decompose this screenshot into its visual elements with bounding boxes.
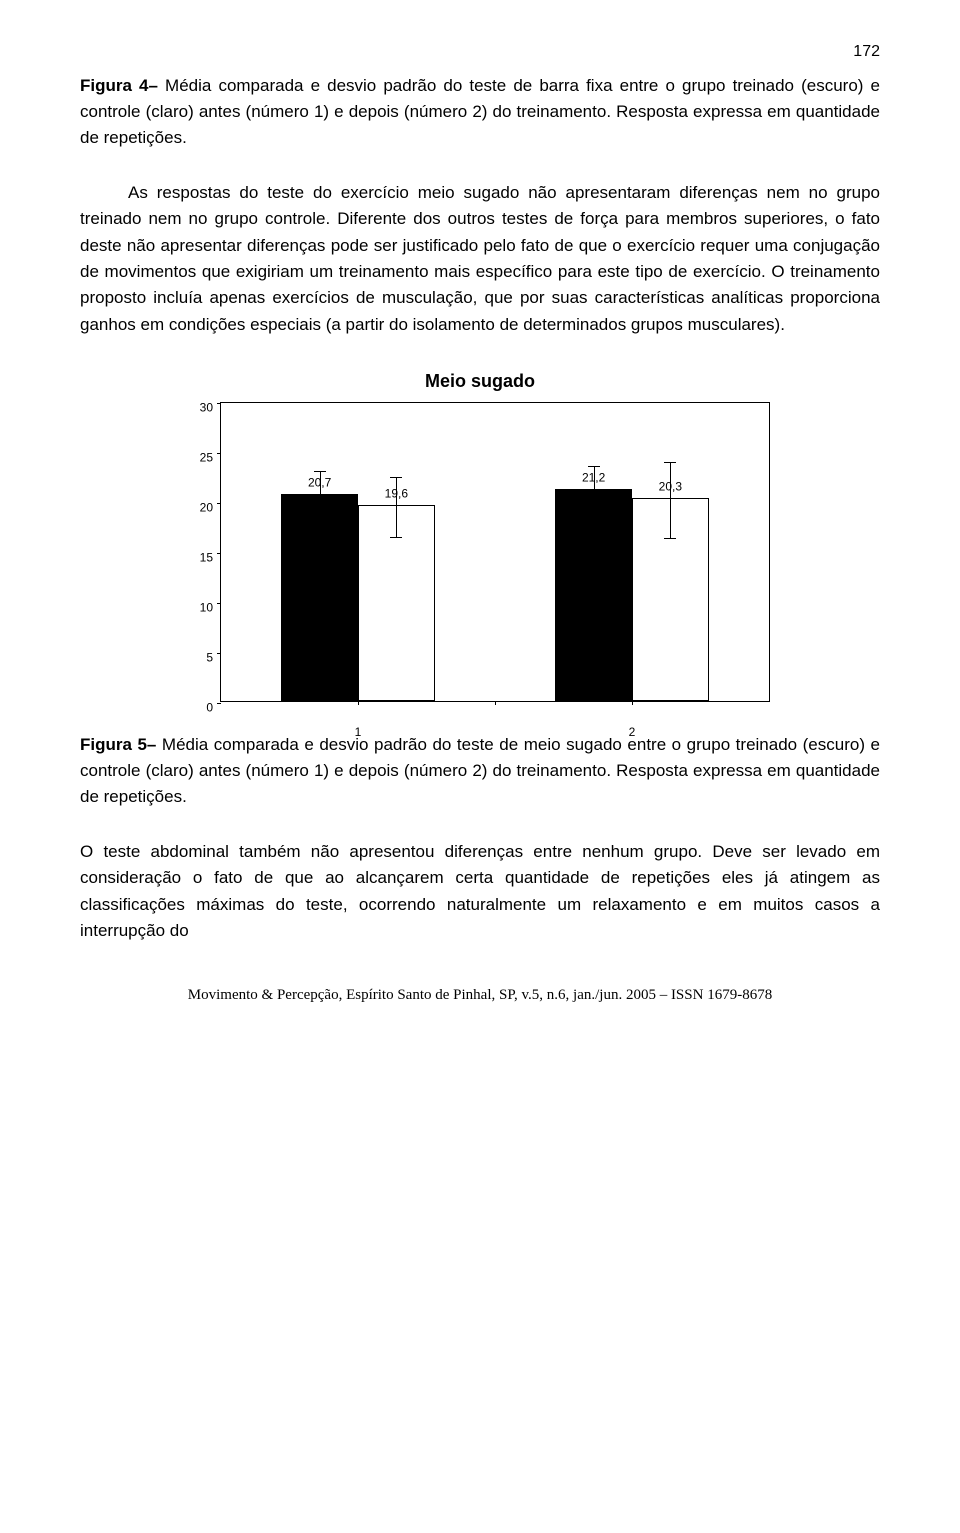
chart-value-label: 21,2 — [582, 468, 605, 487]
chart-y-tick-mark — [217, 703, 221, 704]
chart-title: Meio sugado — [180, 368, 780, 396]
chart-y-tick-mark — [217, 453, 221, 454]
chart-x-tick-mark — [358, 701, 359, 705]
chart-y-tick-label: 30 — [200, 398, 213, 417]
chart-y-tick-label: 0 — [206, 698, 213, 717]
chart-error-cap — [390, 537, 402, 538]
chart-plot-area: 051015202530 12 20,719,621,220,3 — [220, 402, 770, 702]
chart-x-label: 2 — [629, 723, 636, 742]
chart-y-tick-mark — [217, 603, 221, 604]
chart-x-label: 1 — [355, 723, 362, 742]
chart-y-tick-label: 15 — [200, 548, 213, 567]
chart-error-cap — [314, 521, 326, 522]
chart-error-cap — [588, 466, 600, 467]
chart-value-label: 20,7 — [308, 473, 331, 492]
chart-y-tick-label: 20 — [200, 498, 213, 517]
meio-sugado-chart: Meio sugado 051015202530 12 20,719,621,2… — [180, 368, 780, 702]
chart-bar-treinado — [555, 489, 632, 701]
chart-error-cap — [664, 462, 676, 463]
chart-error-bar — [670, 462, 671, 538]
chart-y-tick-label: 25 — [200, 448, 213, 467]
chart-value-label: 19,6 — [385, 484, 408, 503]
chart-error-cap — [314, 471, 326, 472]
chart-error-cap — [588, 516, 600, 517]
page-footer: Movimento & Percepção, Espírito Santo de… — [80, 984, 880, 1007]
figure4-label: Figura 4– — [80, 76, 165, 95]
figure5-label: Figura 5– — [80, 735, 162, 754]
para-meio-sugado-discussion: As respostas do teste do exercício meio … — [80, 180, 880, 338]
chart-y-tick-mark — [217, 653, 221, 654]
figure4-caption: Figura 4– Média comparada e desvio padrã… — [80, 73, 880, 152]
chart-y-tick-label: 10 — [200, 598, 213, 617]
chart-x-tick-mark — [495, 701, 496, 705]
chart-y-ticks: 051015202530 — [181, 403, 217, 701]
para-abdominal-discussion: O teste abdominal também não apresentou … — [80, 839, 880, 944]
chart-error-cap — [390, 477, 402, 478]
chart-y-tick-label: 5 — [206, 648, 213, 667]
chart-y-tick-mark — [217, 553, 221, 554]
figure4-text: Média comparada e desvio padrão do teste… — [80, 76, 880, 148]
chart-x-tick-mark — [632, 701, 633, 705]
page-number: 172 — [80, 40, 880, 65]
figure5-caption: Figura 5– Média comparada e desvio padrã… — [80, 732, 880, 811]
figure5-text: Média comparada e desvio padrão do teste… — [80, 735, 880, 807]
chart-value-label: 20,3 — [659, 477, 682, 496]
chart-y-tick-mark — [217, 403, 221, 404]
chart-y-tick-mark — [217, 503, 221, 504]
chart-bar-treinado — [281, 494, 358, 701]
chart-error-cap — [664, 538, 676, 539]
